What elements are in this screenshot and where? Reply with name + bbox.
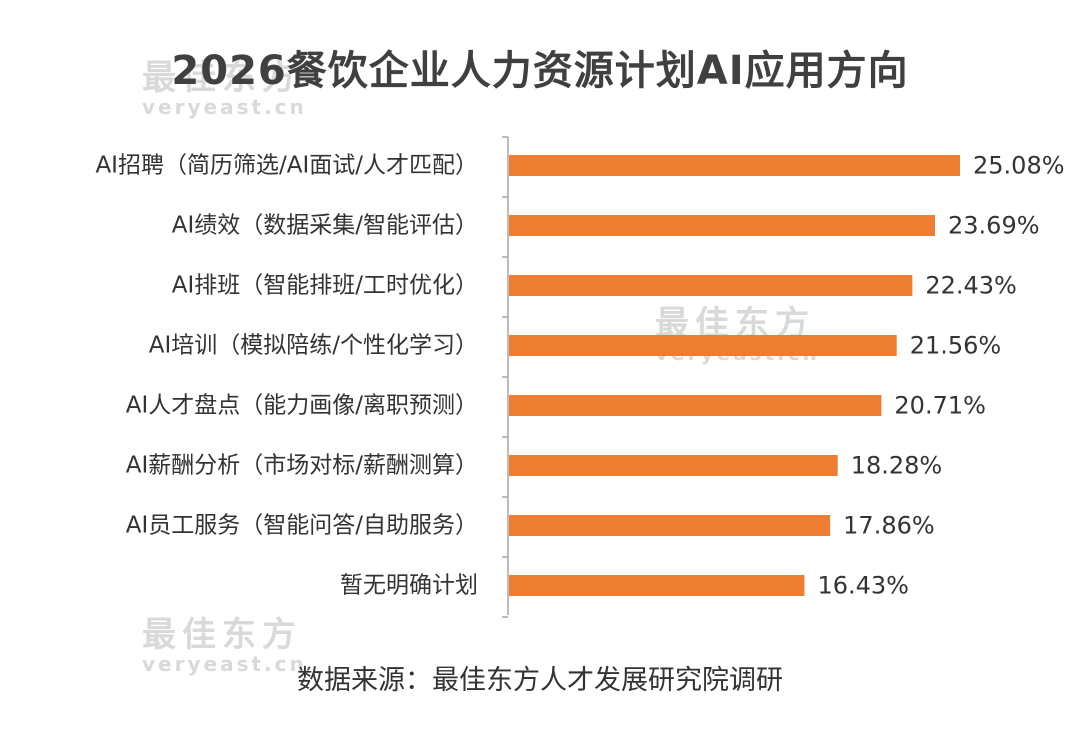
value-label: 17.86% bbox=[843, 512, 935, 540]
chart-title: 2026餐饮企业人力资源计划AI应用方向 bbox=[171, 48, 909, 94]
value-label: 18.28% bbox=[851, 452, 943, 480]
value-label: 21.56% bbox=[910, 332, 1002, 360]
bar bbox=[509, 455, 838, 476]
category-label: AI培训（模拟陪练/个性化学习） bbox=[149, 333, 478, 359]
bar bbox=[509, 335, 897, 356]
bar bbox=[509, 515, 831, 536]
bar bbox=[509, 215, 936, 236]
category-label: AI薪酬分析（市场对标/薪酬测算） bbox=[126, 453, 478, 479]
category-label: AI排班（智能排班/工时优化） bbox=[172, 273, 478, 299]
category-label: AI招聘（简历筛选/AI面试/人才匹配） bbox=[95, 153, 478, 179]
bar bbox=[509, 275, 913, 296]
value-label: 23.69% bbox=[948, 212, 1040, 240]
bar bbox=[509, 395, 882, 416]
category-label: 暂无明确计划 bbox=[340, 573, 478, 599]
bar bbox=[509, 575, 805, 596]
value-label: 22.43% bbox=[925, 272, 1017, 300]
source-note: 数据来源：最佳东方人才发展研究院调研 bbox=[297, 665, 783, 696]
category-label: AI员工服务（智能问答/自助服务） bbox=[126, 513, 478, 539]
value-label: 25.08% bbox=[973, 152, 1065, 180]
value-label: 20.71% bbox=[894, 392, 986, 420]
bar bbox=[509, 155, 960, 176]
category-label: AI人才盘点（能力画像/离职预测） bbox=[126, 393, 478, 419]
category-label: AI绩效（数据采集/智能评估） bbox=[172, 213, 478, 239]
value-label: 16.43% bbox=[817, 572, 909, 600]
